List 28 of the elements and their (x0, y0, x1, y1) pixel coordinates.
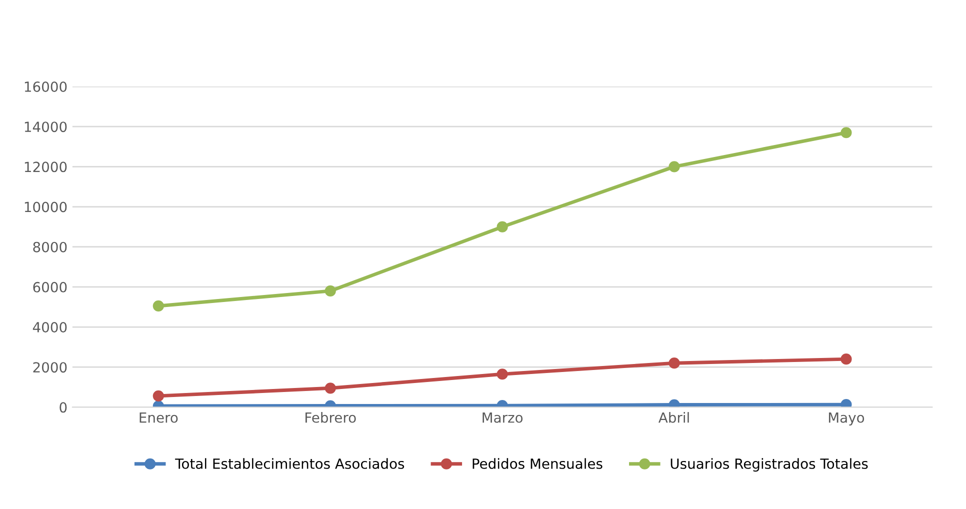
y-tick-label: 8000 (33, 242, 67, 252)
y-tick-label: 4000 (32, 322, 67, 333)
legend-label: Pedidos Mensuales (472, 458, 602, 469)
x-tick-label: Abril (658, 412, 689, 423)
point (324, 285, 336, 297)
x-tick-label: Marzo (482, 412, 523, 423)
y-tick-label: 12000 (24, 162, 67, 172)
point (496, 221, 508, 232)
point (324, 382, 336, 394)
point (668, 161, 680, 172)
point (840, 399, 852, 408)
y-tick-label: 2000 (33, 362, 67, 373)
point (840, 354, 852, 365)
x-tick-label: Mayo (828, 412, 864, 426)
y-tick-label: 14000 (24, 122, 67, 132)
point (152, 300, 164, 312)
point (496, 368, 508, 380)
y-tick-label: 6000 (33, 282, 67, 292)
y-tick-label: 10000 (24, 202, 67, 212)
point (668, 358, 680, 369)
point (840, 127, 852, 138)
x-tick-label: Enero (140, 412, 178, 423)
legend-label: Usuarios Registrados Totales (670, 458, 868, 472)
y-tick-label: 16000 (24, 82, 67, 92)
x-tick-label: Febrero (306, 412, 356, 423)
legend-label: Total Establecimientos Asociados (175, 458, 404, 469)
y-tick-label: 0 (60, 402, 67, 413)
point (152, 390, 164, 402)
